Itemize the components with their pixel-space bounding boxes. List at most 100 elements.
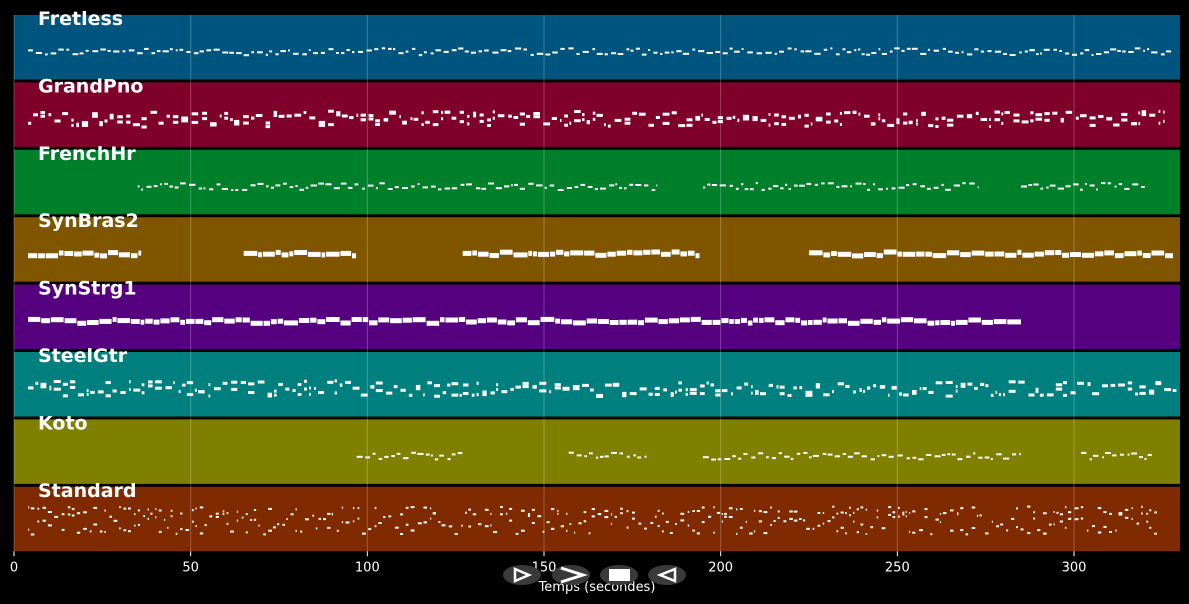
note	[888, 513, 892, 516]
note	[845, 532, 847, 535]
rewind-icon	[656, 567, 677, 583]
note	[175, 49, 178, 52]
note	[1003, 53, 1007, 55]
note	[315, 527, 318, 530]
note	[821, 182, 825, 185]
note	[1070, 391, 1076, 395]
note	[99, 530, 103, 533]
note	[776, 385, 779, 389]
note	[212, 317, 224, 323]
note	[1011, 517, 1015, 520]
note	[1003, 457, 1010, 460]
note	[427, 381, 432, 385]
note	[853, 511, 855, 514]
note	[582, 118, 585, 122]
note	[549, 251, 556, 257]
note	[325, 183, 332, 186]
note	[903, 393, 909, 397]
note	[823, 393, 830, 397]
note	[838, 318, 847, 324]
note	[856, 508, 859, 511]
note	[637, 456, 642, 459]
note	[275, 53, 279, 56]
note	[131, 253, 138, 259]
note	[1048, 523, 1052, 526]
note	[562, 387, 570, 391]
note	[586, 318, 598, 324]
note	[295, 185, 298, 187]
note	[592, 48, 596, 51]
note	[144, 47, 149, 50]
note	[897, 454, 903, 457]
note	[400, 513, 404, 516]
note	[837, 251, 852, 257]
note	[920, 52, 927, 55]
note	[711, 458, 716, 461]
note	[710, 383, 714, 387]
note	[71, 508, 75, 511]
note	[580, 183, 586, 186]
note	[478, 50, 482, 53]
stop-icon	[609, 569, 630, 581]
note	[1019, 51, 1022, 54]
note	[147, 517, 149, 520]
note	[549, 390, 552, 394]
note	[235, 189, 239, 191]
note	[738, 457, 742, 460]
note	[388, 515, 392, 518]
note	[555, 318, 561, 324]
note	[734, 50, 740, 53]
note	[664, 51, 670, 54]
note	[413, 117, 419, 121]
track-notes	[28, 109, 1165, 129]
stop-button[interactable]	[600, 565, 638, 585]
note	[1139, 385, 1146, 389]
note	[226, 512, 229, 515]
note	[729, 319, 734, 324]
play-button[interactable]	[503, 565, 541, 585]
note	[383, 118, 389, 121]
note	[853, 390, 856, 394]
note	[195, 318, 204, 324]
note	[888, 393, 890, 397]
note	[451, 393, 459, 397]
note	[137, 185, 140, 188]
forward-button[interactable]	[552, 565, 590, 585]
note	[275, 249, 281, 255]
note	[119, 506, 121, 509]
track-fretless: Fretless	[14, 8, 1180, 80]
note	[1018, 380, 1025, 384]
note	[539, 381, 547, 385]
note	[245, 513, 248, 516]
note	[379, 182, 385, 185]
note	[134, 513, 136, 516]
note	[472, 513, 477, 516]
x-tick-label: 100	[355, 560, 380, 575]
note	[692, 48, 696, 51]
note	[64, 251, 74, 256]
note	[779, 392, 785, 396]
note	[122, 50, 126, 53]
note	[896, 118, 900, 122]
note	[878, 117, 881, 121]
note	[77, 320, 87, 326]
note	[572, 320, 586, 326]
note	[604, 123, 606, 127]
note	[174, 186, 179, 189]
rewind-button[interactable]	[648, 565, 686, 585]
note	[179, 48, 184, 51]
note	[736, 386, 742, 390]
note	[560, 119, 562, 122]
note	[1139, 456, 1143, 459]
note	[479, 119, 484, 123]
note	[1124, 251, 1137, 257]
note	[1097, 531, 1102, 534]
note	[616, 250, 627, 256]
note	[827, 182, 834, 185]
note	[1131, 507, 1133, 510]
note	[685, 392, 688, 396]
note	[753, 317, 758, 323]
note	[160, 318, 170, 324]
note	[1092, 525, 1095, 528]
note	[760, 118, 767, 122]
